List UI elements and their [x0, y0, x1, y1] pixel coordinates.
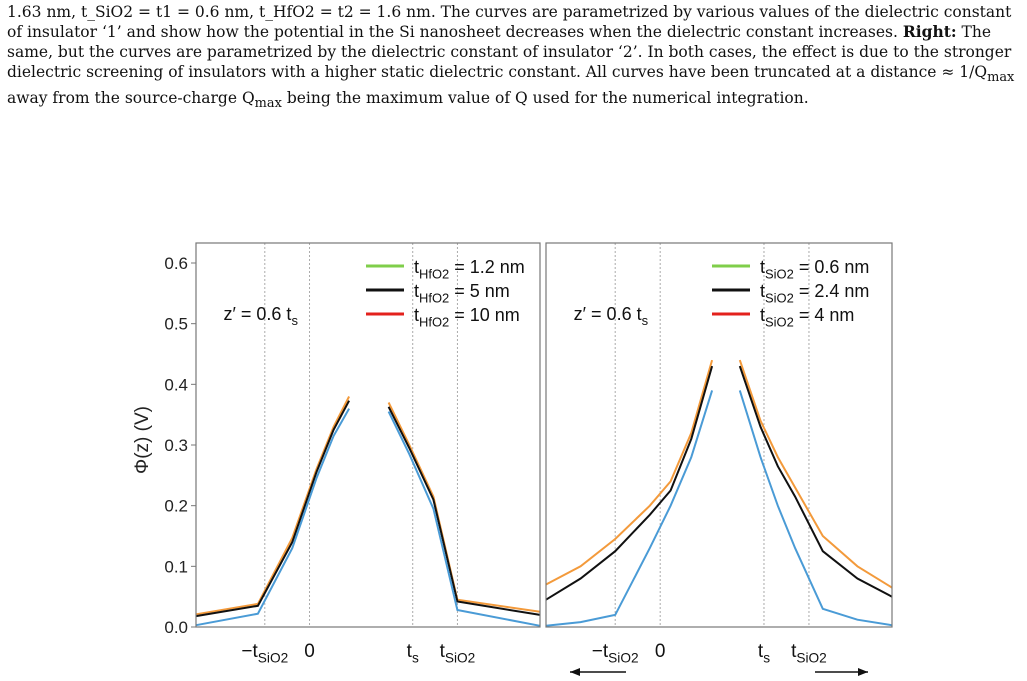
y-tick-label: 0.6: [164, 254, 188, 273]
legend-label: tSiO2 = 4 nm: [760, 305, 854, 329]
caption-line: dielectric screening of insulators with …: [7, 62, 1022, 88]
arrow-head: [570, 668, 580, 676]
caption-text: 1.63 nm, t_SiO2 = t1 = 0.6 nm, t_HfO2 = …: [7, 3, 1012, 21]
caption-text: same, but the curves are parametrized by…: [7, 43, 1012, 61]
caption-line: of insulator ‘1’ and show how the potent…: [7, 22, 1022, 42]
x-tick-label: ts: [407, 641, 419, 666]
series-line-black: [195, 400, 541, 618]
caption-line: 1.63 nm, t_SiO2 = t1 = 0.6 nm, t_HfO2 = …: [7, 2, 1022, 22]
plot-frame: [545, 242, 893, 628]
y-tick-label: 0.5: [164, 315, 188, 334]
legend-label: tSiO2 = 2.4 nm: [760, 281, 869, 305]
caption-text: of insulator ‘1’ and show how the potent…: [7, 23, 898, 41]
legend-label: tHfO2 = 1.2 nm: [414, 257, 525, 281]
caption-text: The: [961, 23, 992, 41]
caption-subscript: max: [987, 70, 1015, 86]
series-line-orange: [195, 396, 541, 616]
caption-line: away from the source-charge Qmax being t…: [7, 88, 1022, 114]
legend-label: tHfO2 = 10 nm: [414, 305, 520, 329]
x-tick-label: tSiO2: [791, 641, 827, 666]
panel-annotation: z′ = 0.6 ts: [224, 304, 299, 328]
x-tick-label: 0: [304, 641, 315, 662]
y-tick-label: 0.3: [164, 436, 188, 455]
series-line-blue: [545, 390, 893, 627]
x-tick-label: 0: [655, 641, 666, 662]
figure-caption: 1.63 nm, t_SiO2 = t1 = 0.6 nm, t_HfO2 = …: [7, 2, 1022, 114]
arrow-head: [858, 668, 868, 676]
y-tick-label: 0.4: [164, 375, 188, 394]
legend-label: tSiO2 = 0.6 nm: [760, 257, 869, 281]
x-tick-label: tSiO2: [440, 641, 476, 666]
legend-label: tHfO2 = 5 nm: [414, 281, 510, 305]
x-tick-label: ts: [758, 641, 770, 666]
series-line-black: [545, 365, 893, 601]
panel-annotation: z′ = 0.6 ts: [574, 304, 649, 328]
y-axis-label: Φ(z) (V): [132, 406, 153, 474]
series-line-orange: [545, 359, 893, 589]
y-tick-label: 0.0: [164, 618, 188, 637]
x-tick-label: −tSiO2: [592, 641, 639, 666]
plot-frame: [195, 242, 541, 628]
caption-text: dielectric screening of insulators with …: [7, 63, 988, 81]
caption-subscript: max: [254, 96, 282, 112]
y-tick-label: 0.1: [164, 557, 188, 576]
y-tick-label: 0.2: [164, 497, 188, 516]
caption-bold-label: Right:: [902, 22, 957, 41]
caption-text: away from the source-charge Q: [7, 89, 255, 108]
caption-line: same, but the curves are parametrized by…: [7, 42, 1022, 62]
x-tick-label: −tSiO2: [241, 641, 288, 666]
caption-text: being the maximum value of Q used for th…: [286, 89, 809, 108]
series-line-blue: [195, 408, 541, 627]
